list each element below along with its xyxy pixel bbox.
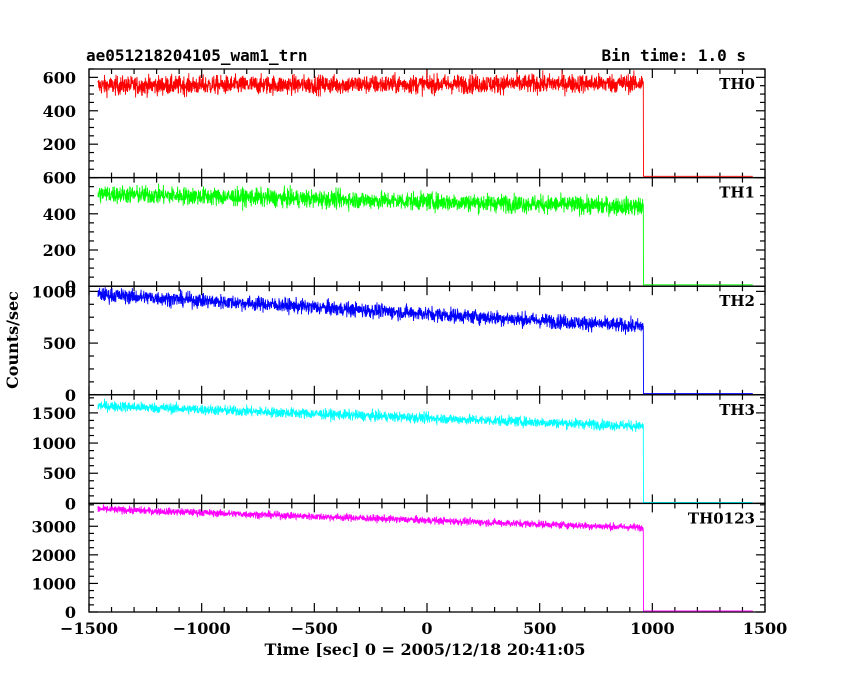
y-tick-label: 3000 bbox=[31, 517, 76, 536]
y-tick-label: 1000 bbox=[31, 574, 76, 593]
panel-th0123: 0 1000 2000 3000 TH0123 bbox=[31, 502, 766, 622]
y-tick-label: 0 bbox=[65, 494, 76, 513]
panel-label-th0: TH0 bbox=[719, 75, 755, 93]
y-axis-label: Counts/sec bbox=[3, 291, 22, 389]
panel-th2: 0 500 1000 TH2 bbox=[31, 282, 766, 405]
y-tick-label: 0 bbox=[65, 386, 76, 405]
x-tick-label: −500 bbox=[291, 619, 338, 638]
x-tick-label: 500 bbox=[523, 619, 556, 638]
y-tick-label: 1500 bbox=[31, 404, 76, 423]
panel-th1: 0 200 400 600 TH1 bbox=[43, 169, 766, 296]
y-tick-label: 2000 bbox=[31, 546, 76, 565]
series-line-th1 bbox=[97, 183, 753, 286]
y-tick-label: 0 bbox=[65, 277, 76, 296]
panel-label-th0123: TH0123 bbox=[688, 509, 755, 527]
y-tick-label: 0 bbox=[65, 603, 76, 622]
panel-th3: 0 500 1000 1500 TH3 bbox=[31, 394, 766, 513]
y-tick-label: 500 bbox=[43, 334, 76, 353]
y-tick-label: 600 bbox=[43, 169, 76, 188]
x-tick-label: 1500 bbox=[743, 619, 788, 638]
series-line-th3 bbox=[97, 398, 753, 503]
series-line-th0 bbox=[97, 70, 753, 177]
series-line-th2 bbox=[97, 287, 753, 395]
y-tick-label: 1000 bbox=[31, 282, 76, 301]
x-tick-label: 1000 bbox=[630, 619, 675, 638]
y-tick-label: 400 bbox=[43, 102, 76, 121]
series-line-th0123 bbox=[97, 504, 753, 612]
panel-th0: 0 200 400 600 TH0 bbox=[43, 68, 766, 188]
y-tick-label: 600 bbox=[43, 68, 76, 87]
chart-title: ae051218204105_wam1_trn bbox=[86, 46, 308, 65]
x-tick-label: −1500 bbox=[60, 619, 118, 638]
panel-label-th1: TH1 bbox=[719, 184, 755, 202]
x-tick-label: 0 bbox=[421, 619, 432, 638]
panel-label-th3: TH3 bbox=[719, 401, 755, 419]
y-tick-label: 400 bbox=[43, 205, 76, 224]
x-axis-label: Time [sec] 0 = 2005/12/18 20:41:05 bbox=[265, 640, 586, 659]
y-tick-label: 200 bbox=[43, 241, 76, 260]
y-tick-label: 200 bbox=[43, 135, 76, 154]
panel-label-th2: TH2 bbox=[719, 292, 755, 310]
panel-frame bbox=[88, 285, 766, 396]
y-tick-label: 1000 bbox=[31, 434, 76, 453]
y-tick-label: 500 bbox=[43, 464, 76, 483]
y-tick-label: 0 bbox=[65, 169, 76, 188]
bin-time-label: Bin time: 1.0 s bbox=[602, 46, 747, 65]
x-tick-label: −1000 bbox=[173, 619, 231, 638]
